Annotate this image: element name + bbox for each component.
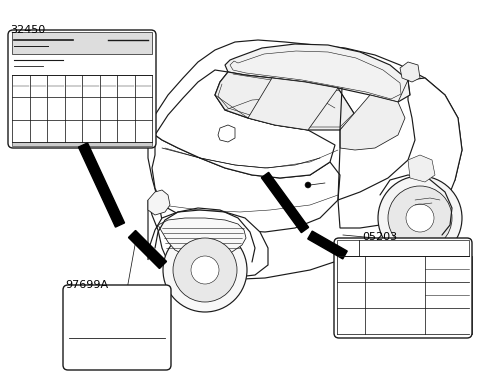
- Circle shape: [305, 182, 311, 188]
- Text: 97699A: 97699A: [65, 280, 108, 290]
- Polygon shape: [148, 200, 268, 278]
- Polygon shape: [215, 72, 355, 130]
- Polygon shape: [308, 231, 347, 259]
- FancyBboxPatch shape: [8, 30, 156, 148]
- Polygon shape: [158, 218, 246, 257]
- Text: 32450: 32450: [10, 25, 45, 35]
- Polygon shape: [230, 51, 401, 99]
- Polygon shape: [340, 95, 405, 150]
- Polygon shape: [148, 190, 170, 215]
- Text: 05203: 05203: [362, 232, 397, 242]
- Bar: [337, 240, 469, 256]
- Polygon shape: [148, 40, 462, 280]
- Polygon shape: [338, 78, 462, 228]
- Polygon shape: [248, 78, 338, 130]
- Polygon shape: [225, 44, 410, 102]
- Circle shape: [173, 238, 237, 302]
- Circle shape: [388, 186, 452, 250]
- Polygon shape: [400, 62, 420, 82]
- Bar: [12, 32, 152, 54]
- Polygon shape: [129, 230, 167, 269]
- Circle shape: [406, 204, 434, 232]
- Polygon shape: [155, 70, 335, 178]
- Polygon shape: [152, 135, 340, 232]
- Polygon shape: [262, 172, 309, 233]
- Bar: [12, 142, 152, 146]
- Circle shape: [191, 256, 219, 284]
- FancyBboxPatch shape: [334, 238, 472, 338]
- Polygon shape: [408, 155, 435, 182]
- Circle shape: [378, 176, 462, 260]
- Circle shape: [163, 228, 247, 312]
- Polygon shape: [78, 143, 124, 227]
- Polygon shape: [218, 125, 235, 142]
- FancyBboxPatch shape: [63, 285, 171, 370]
